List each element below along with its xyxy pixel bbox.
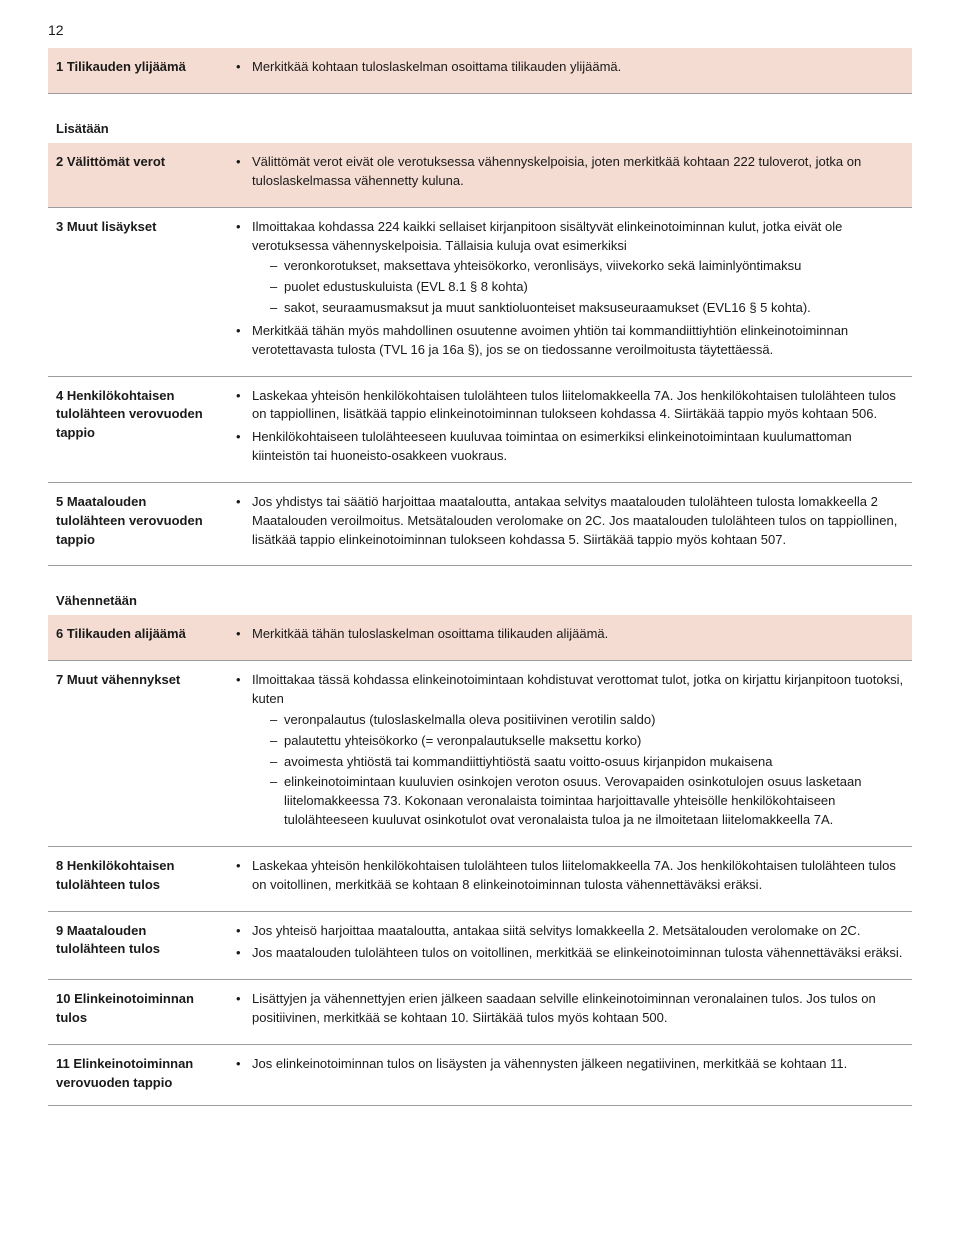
row-4-bullet-1: Laskekaa yhteisön henkilökohtaisen tulol… (236, 387, 904, 425)
instructions-table: 1 Tilikauden ylijäämä Merkitkää kohtaan … (48, 48, 912, 1105)
row-8-content: Laskekaa yhteisön henkilökohtaisen tulol… (228, 846, 912, 911)
row-7-dash-3: avoimesta yhtiöstä tai kommandiittiyhtiö… (270, 753, 904, 772)
row-3-label: 3 Muut lisäykset (48, 207, 228, 376)
row-1-content: Merkitkää kohtaan tuloslaskelman osoitta… (228, 48, 912, 93)
row-7-bullet-1-text: Ilmoittakaa tässä kohdassa elinkeinotoim… (252, 672, 903, 706)
row-4-bullet-2: Henkilökohtaiseen tulolähteeseen kuuluva… (236, 428, 904, 466)
row-7-dash-2: palautettu yhteisökorko (= veronpalautuk… (270, 732, 904, 751)
document-page: 12 1 Tilikauden ylijäämä Merkitkää kohta… (0, 0, 960, 1146)
row-7: 7 Muut vähennykset Ilmoittakaa tässä koh… (48, 661, 912, 847)
row-4-label: 4 Henkilökohtaisen tulolähteen verovuode… (48, 376, 228, 482)
row-2-label: 2 Välittömät verot (48, 143, 228, 207)
section-lisataan-label: Lisätään (48, 94, 228, 143)
row-9-label: 9 Maatalouden tulolähteen tulos (48, 911, 228, 980)
row-2-content: Välittömät verot eivät ole verotuksessa … (228, 143, 912, 207)
row-10: 10 Elinkeinotoiminnan tulos Lisättyjen j… (48, 980, 912, 1045)
row-11-content: Jos elinkeinotoiminnan tulos on lisäyste… (228, 1044, 912, 1105)
row-3-dash-3: sakot, seuraamusmaksut ja muut sanktiolu… (270, 299, 904, 318)
row-10-content: Lisättyjen ja vähennettyjen erien jälkee… (228, 980, 912, 1045)
row-5-content: Jos yhdistys tai säätiö harjoittaa maata… (228, 482, 912, 566)
row-5-label: 5 Maatalouden tulolähteen verovuoden tap… (48, 482, 228, 566)
row-9-bullet-1: Jos yhteisö harjoittaa maataloutta, anta… (236, 922, 904, 941)
row-11-label: 11 Elinkeinotoiminnan verovuoden tappio (48, 1044, 228, 1105)
row-9-bullet-2: Jos maatalouden tulolähteen tulos on voi… (236, 944, 904, 963)
row-10-label: 10 Elinkeinotoiminnan tulos (48, 980, 228, 1045)
row-6: 6 Tilikauden alijäämä Merkitkää tähän tu… (48, 615, 912, 660)
section-vahennetaan-spacer (228, 566, 912, 615)
row-3-content: Ilmoittakaa kohdassa 224 kaikki sellaise… (228, 207, 912, 376)
row-11: 11 Elinkeinotoiminnan verovuoden tappio … (48, 1044, 912, 1105)
row-11-bullet-1: Jos elinkeinotoiminnan tulos on lisäyste… (236, 1055, 904, 1074)
row-5: 5 Maatalouden tulolähteen verovuoden tap… (48, 482, 912, 566)
row-7-dash-4: elinkeinotoimintaan kuuluvien osinkojen … (270, 773, 904, 830)
row-6-bullet-1: Merkitkää tähän tuloslaskelman osoittama… (236, 625, 904, 644)
section-lisataan: Lisätään (48, 94, 912, 143)
row-3: 3 Muut lisäykset Ilmoittakaa kohdassa 22… (48, 207, 912, 376)
row-7-bullet-1: Ilmoittakaa tässä kohdassa elinkeinotoim… (236, 671, 904, 830)
row-10-bullet-1: Lisättyjen ja vähennettyjen erien jälkee… (236, 990, 904, 1028)
row-3-bullet-2: Merkitkää tähän myös mahdollinen osuuten… (236, 322, 904, 360)
section-vahennetaan: Vähennetään (48, 566, 912, 615)
row-7-content: Ilmoittakaa tässä kohdassa elinkeinotoim… (228, 661, 912, 847)
row-3-bullet-1: Ilmoittakaa kohdassa 224 kaikki sellaise… (236, 218, 904, 318)
row-4-content: Laskekaa yhteisön henkilökohtaisen tulol… (228, 376, 912, 482)
row-9: 9 Maatalouden tulolähteen tulos Jos yhte… (48, 911, 912, 980)
row-6-label: 6 Tilikauden alijäämä (48, 615, 228, 660)
page-number: 12 (48, 20, 912, 40)
row-9-content: Jos yhteisö harjoittaa maataloutta, anta… (228, 911, 912, 980)
row-4: 4 Henkilökohtaisen tulolähteen verovuode… (48, 376, 912, 482)
row-1: 1 Tilikauden ylijäämä Merkitkää kohtaan … (48, 48, 912, 93)
row-1-bullet-1: Merkitkää kohtaan tuloslaskelman osoitta… (236, 58, 904, 77)
row-3-bullet-1-text: Ilmoittakaa kohdassa 224 kaikki sellaise… (252, 219, 842, 253)
row-8-label: 8 Henkilökohtaisen tulolähteen tulos (48, 846, 228, 911)
row-7-dash-1: veronpalautus (tuloslaskelmalla oleva po… (270, 711, 904, 730)
row-7-label: 7 Muut vähennykset (48, 661, 228, 847)
row-8-bullet-1: Laskekaa yhteisön henkilökohtaisen tulol… (236, 857, 904, 895)
row-1-label: 1 Tilikauden ylijäämä (48, 48, 228, 93)
row-2-bullet-1: Välittömät verot eivät ole verotuksessa … (236, 153, 904, 191)
section-lisataan-spacer (228, 94, 912, 143)
row-6-content: Merkitkää tähän tuloslaskelman osoittama… (228, 615, 912, 660)
row-3-dash-2: puolet edustuskuluista (EVL 8.1 § 8 koht… (270, 278, 904, 297)
row-2: 2 Välittömät verot Välittömät verot eivä… (48, 143, 912, 207)
row-8: 8 Henkilökohtaisen tulolähteen tulos Las… (48, 846, 912, 911)
section-vahennetaan-label: Vähennetään (48, 566, 228, 615)
row-5-bullet-1: Jos yhdistys tai säätiö harjoittaa maata… (236, 493, 904, 550)
row-3-dash-1: veronkorotukset, maksettava yhteisökorko… (270, 257, 904, 276)
